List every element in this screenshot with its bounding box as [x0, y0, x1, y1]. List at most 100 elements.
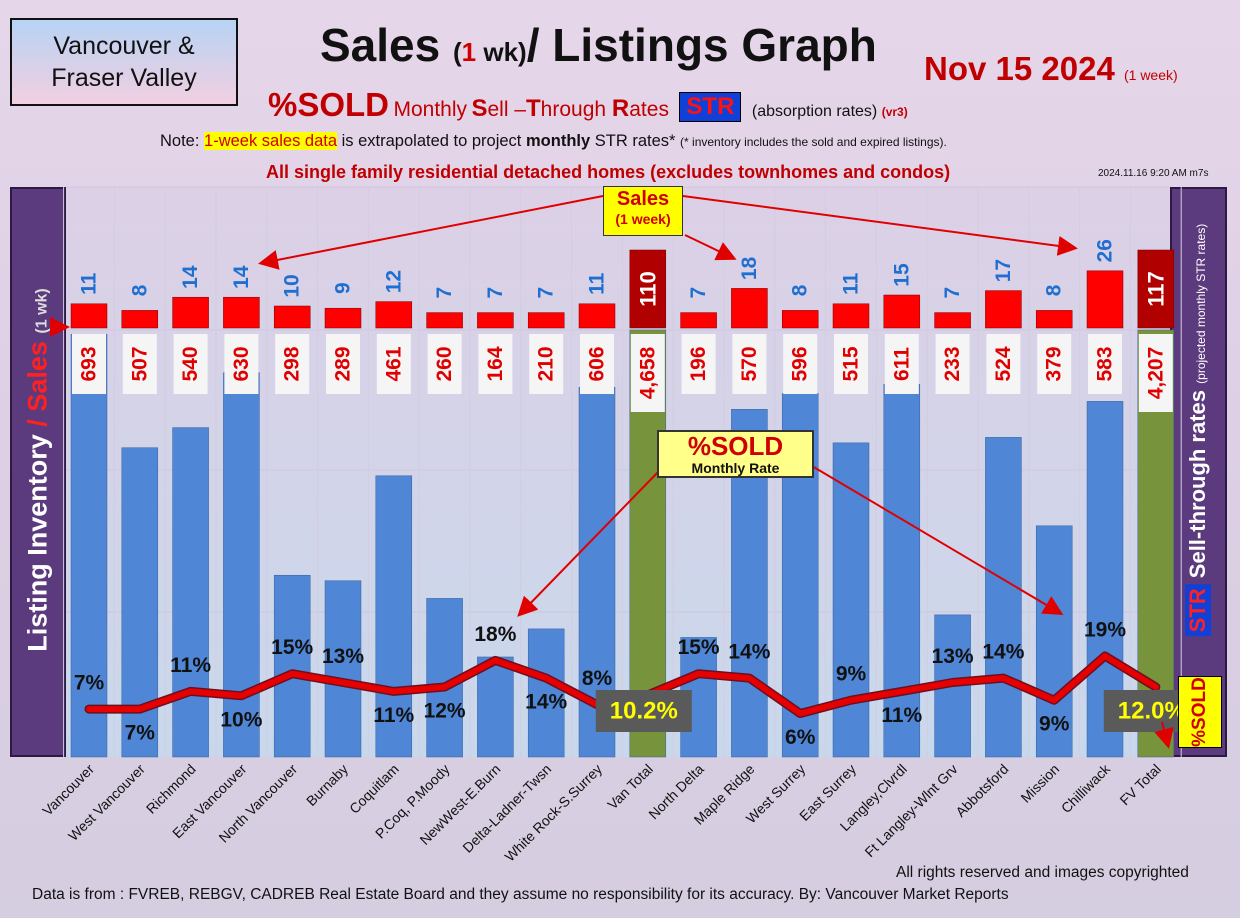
inventory-value-label: 164	[484, 346, 507, 381]
sold-side-label: %SOLD	[1189, 677, 1210, 747]
inventory-value-label: 540	[179, 346, 202, 381]
inventory-label-bg	[1037, 334, 1072, 394]
title-post: / Listings Graph	[526, 19, 877, 71]
inventory-label-bg	[1088, 334, 1122, 394]
sold-callout-line2: Monthly Rate	[691, 460, 780, 476]
left-sales: Sales	[22, 341, 53, 412]
total-sales-bar	[1137, 249, 1175, 329]
inventory-bar	[172, 427, 209, 758]
sales-callout-line1: Sales	[616, 188, 670, 210]
subtitle-monthly: Monthly	[393, 98, 467, 121]
region-line1: Vancouver &	[53, 32, 195, 60]
sales-bar	[934, 312, 971, 329]
str-percent-label: 9%	[836, 663, 867, 686]
left-axis-title: Listing Inventory / Sales (1 wk)	[23, 288, 54, 652]
sales-bar	[781, 310, 819, 329]
sales-bar	[731, 288, 768, 329]
inventory-bar	[477, 656, 514, 758]
report-date: Nov 15 2024 (1 week)	[924, 50, 1178, 88]
sales-value-label: 26	[1094, 239, 1117, 262]
arrow-sold-side	[1154, 721, 1174, 749]
inventory-bar	[70, 334, 108, 758]
subtitle-r: R	[611, 95, 630, 122]
title-paren-num: 1	[461, 37, 477, 67]
subtitle-pct: %SOLD	[268, 86, 390, 123]
note-end: STR rates*	[594, 132, 676, 150]
x-axis-category-label: Abbotsford	[952, 761, 1011, 820]
copyright-note: All rights reserved and images copyright…	[896, 864, 1189, 881]
inventory-value-label: 4,658	[636, 346, 659, 399]
sales-callout: Sales (1 week)	[603, 186, 683, 236]
str-badge: STR	[679, 92, 742, 122]
sales-bar	[1035, 310, 1073, 329]
sales-value-label: 18	[738, 256, 761, 280]
note-small: (* inventory includes the sold and expir…	[680, 135, 947, 149]
bars-layer	[70, 249, 1175, 758]
total-str-box	[595, 690, 692, 732]
title-paren-open: (	[453, 37, 462, 67]
inventory-bar	[883, 384, 921, 758]
inventory-value-label: 570	[738, 346, 761, 381]
absorption-text: (absorption rates)	[751, 103, 878, 120]
source-note: Data is from : FVREB, REBGV, CADREB Real…	[32, 886, 1009, 903]
note-prefix: Note:	[160, 132, 200, 150]
note-line: Note: 1-week sales data is extrapolated …	[160, 132, 947, 151]
str-percent-label: 11%	[373, 704, 414, 727]
x-axis-category-label: Ft Langley-Wlnt Grv	[861, 761, 960, 860]
inventory-label-bg	[1138, 334, 1173, 412]
page-title: Sales (1 wk)/ Listings Graph	[320, 18, 877, 72]
total-str-label: 12.0%	[1118, 698, 1186, 725]
inventory-label-bg	[529, 334, 564, 394]
inventory-label-bg	[834, 334, 868, 394]
x-axis-category-label: Mission	[1017, 761, 1062, 806]
date-note: (1 week)	[1123, 67, 1178, 83]
left-small: (1 wk)	[33, 288, 51, 334]
scope-note: All single family residential detached h…	[266, 162, 951, 182]
inventory-value-label: 630	[230, 346, 253, 381]
x-axis-category-label: White Rock-S.Surrey	[501, 761, 605, 865]
str-percent-label: 14%	[525, 691, 567, 714]
title-pre: Sales	[320, 19, 441, 71]
labels-layer: 693 11 507 8 540 14 630 14 298 10 289 9 461 12 260 7 164…	[74, 239, 1200, 749]
inventory-label-bg	[580, 334, 614, 394]
sold-callout-line1: %SOLD	[687, 431, 784, 461]
inventory-label-bg	[376, 334, 411, 394]
x-axis-category-label: Burnaby	[303, 761, 351, 809]
sales-value-label: 7	[941, 287, 964, 299]
sales-bar	[375, 301, 413, 329]
inventory-value-label: 379	[1043, 346, 1066, 381]
arrow-sales-mid	[684, 234, 737, 261]
sales-value-label: 12	[382, 270, 405, 293]
right-str-badge: STR	[1185, 584, 1211, 637]
sales-bar	[273, 305, 311, 329]
inventory-label-bg	[224, 334, 259, 394]
region-box: Vancouver & Fraser Valley	[10, 18, 238, 106]
x-axis-category-label: Chilliwack	[1058, 760, 1114, 816]
title-paren-close: wk)	[476, 37, 527, 67]
sales-bar	[70, 303, 108, 329]
str-percent-label: 13%	[322, 645, 364, 668]
inventory-label-bg	[478, 334, 513, 394]
inventory-bar	[324, 580, 362, 758]
inventory-value-label: 4,207	[1144, 347, 1167, 400]
str-percent-label: 14%	[728, 641, 770, 664]
inventory-bar	[527, 628, 565, 758]
sales-bar	[121, 310, 159, 329]
subtitle-t: T	[526, 95, 541, 122]
inventory-label-bg	[783, 334, 818, 394]
str-percent-label: 14%	[982, 641, 1024, 664]
inventory-value-label: 260	[433, 346, 456, 381]
left-axis-panel	[10, 187, 66, 757]
subtitle-s: S	[471, 95, 488, 122]
sales-value-label: 11	[78, 272, 101, 295]
sales-value-label: 15	[890, 263, 913, 287]
sales-value-label: 8	[789, 284, 812, 296]
sales-callout-line2: (1 week)	[615, 211, 671, 227]
callout-arrows	[50, 195, 1174, 749]
arrow-sold-left	[517, 469, 661, 617]
str-percent-label: 8%	[582, 667, 613, 690]
inventory-value-label: 611	[890, 347, 913, 381]
note-highlight: 1-week sales data	[204, 132, 338, 150]
sold-callout: %SOLD Monthly Rate	[657, 430, 814, 478]
